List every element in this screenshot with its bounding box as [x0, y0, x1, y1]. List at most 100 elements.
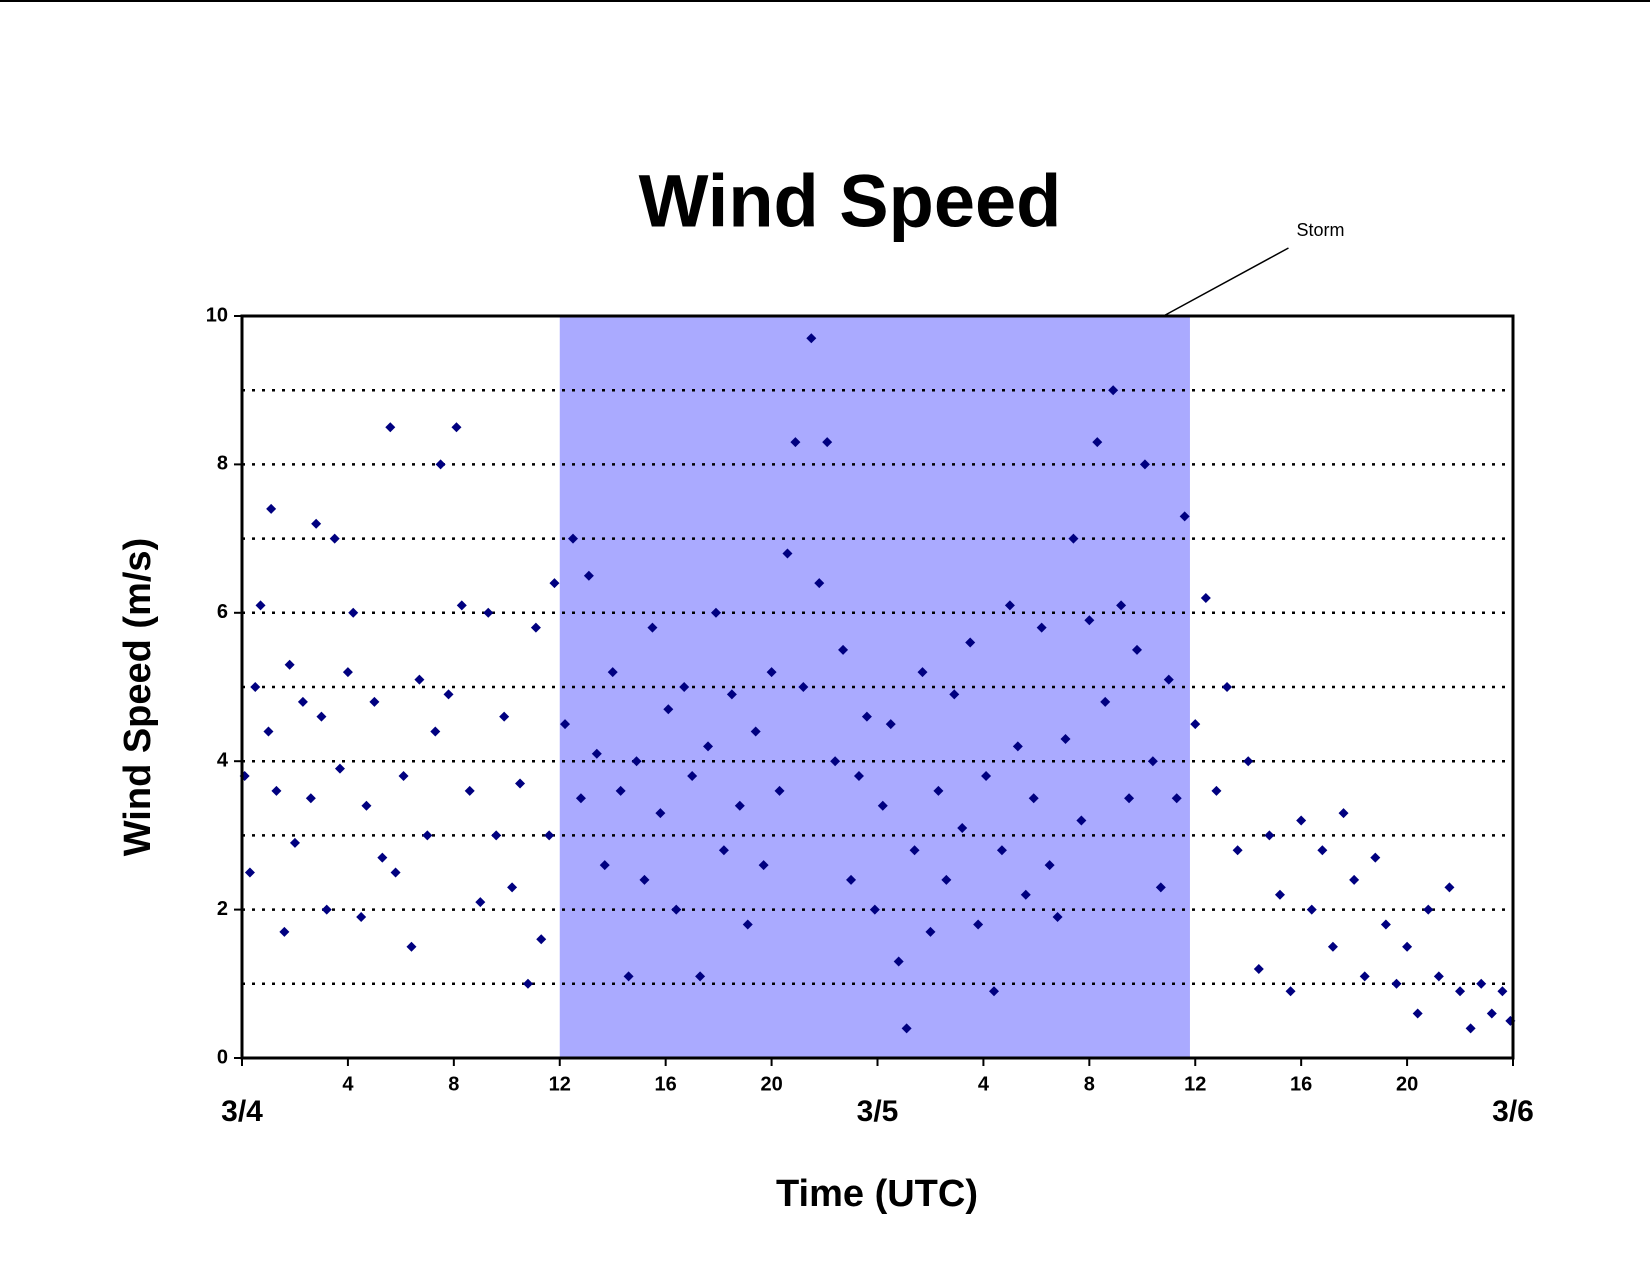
x-tick-label: 8 — [448, 1073, 459, 1095]
point — [1222, 682, 1233, 692]
point — [536, 934, 547, 945]
point — [284, 659, 295, 670]
x-date-label: 3/5 — [857, 1095, 899, 1128]
y-tick-label: 6 — [217, 601, 228, 623]
point — [710, 607, 721, 618]
point — [1253, 963, 1264, 974]
point — [334, 763, 345, 774]
x-tick-label: 16 — [1290, 1073, 1312, 1095]
point — [356, 912, 367, 923]
point — [443, 689, 454, 700]
point — [321, 904, 332, 915]
point — [591, 748, 602, 759]
point — [996, 845, 1007, 856]
x-tick-label: 8 — [1084, 1073, 1095, 1095]
point — [615, 785, 626, 796]
point — [1200, 592, 1211, 603]
point — [385, 422, 396, 433]
point — [679, 682, 690, 692]
point — [329, 533, 340, 544]
point — [530, 622, 541, 633]
point — [464, 785, 475, 796]
point — [1052, 912, 1063, 923]
point — [822, 437, 833, 448]
point — [925, 926, 936, 937]
x-tick-label: 20 — [1396, 1073, 1418, 1095]
y-tick-label: 4 — [217, 749, 229, 771]
point — [909, 845, 920, 856]
point — [758, 860, 769, 871]
point — [361, 800, 372, 811]
point — [507, 882, 518, 893]
point — [348, 607, 359, 618]
point — [1391, 978, 1402, 989]
point — [430, 726, 441, 737]
point — [973, 919, 984, 930]
point — [1155, 882, 1166, 893]
point — [1264, 830, 1275, 841]
point — [1100, 696, 1111, 707]
point — [1370, 852, 1381, 863]
point — [965, 637, 976, 648]
point — [631, 756, 642, 767]
point — [949, 689, 960, 700]
point — [806, 333, 817, 344]
point — [671, 904, 682, 915]
point — [266, 503, 277, 514]
point — [1092, 437, 1103, 448]
point — [599, 860, 610, 871]
point — [414, 674, 425, 685]
annotation: Storm — [1296, 220, 1344, 240]
point — [838, 644, 849, 655]
point — [1020, 889, 1031, 900]
point — [1116, 600, 1127, 611]
point — [861, 711, 872, 722]
point — [1327, 941, 1338, 952]
point — [1139, 459, 1150, 470]
x-date-label: 3/4 — [221, 1095, 263, 1128]
point — [451, 422, 462, 433]
point — [456, 600, 467, 611]
point — [1124, 793, 1135, 804]
y-tick-label: 8 — [217, 453, 228, 475]
point — [1433, 971, 1444, 982]
point — [647, 622, 658, 633]
point — [398, 771, 409, 782]
x-tick-label: 12 — [549, 1073, 571, 1095]
point — [1359, 971, 1370, 982]
point — [703, 741, 714, 752]
point — [377, 852, 388, 863]
point — [1423, 904, 1434, 915]
point — [782, 548, 793, 559]
point — [981, 771, 992, 782]
point — [893, 956, 904, 967]
point — [1412, 1008, 1423, 1019]
point — [1004, 600, 1015, 611]
point — [1296, 815, 1307, 826]
point — [798, 682, 809, 692]
point — [663, 704, 674, 715]
point — [1036, 622, 1047, 633]
point — [491, 830, 502, 841]
point — [297, 696, 308, 707]
point — [271, 785, 282, 796]
point — [1211, 785, 1222, 796]
point — [1163, 674, 1174, 685]
point — [575, 793, 586, 804]
y-axis-label: Wind Speed (m/s) — [117, 538, 159, 856]
point — [499, 711, 510, 722]
point — [1497, 986, 1508, 997]
point — [774, 785, 785, 796]
x-axis-label: Time (UTC) — [776, 1173, 978, 1215]
point — [1131, 644, 1142, 655]
x-tick-label: 4 — [342, 1073, 354, 1095]
point — [1380, 919, 1391, 930]
point — [544, 830, 555, 841]
point — [244, 867, 255, 878]
point — [1285, 986, 1296, 997]
point — [814, 578, 825, 589]
y-tick-label: 10 — [206, 304, 228, 326]
point — [1060, 733, 1071, 744]
point — [846, 874, 857, 885]
